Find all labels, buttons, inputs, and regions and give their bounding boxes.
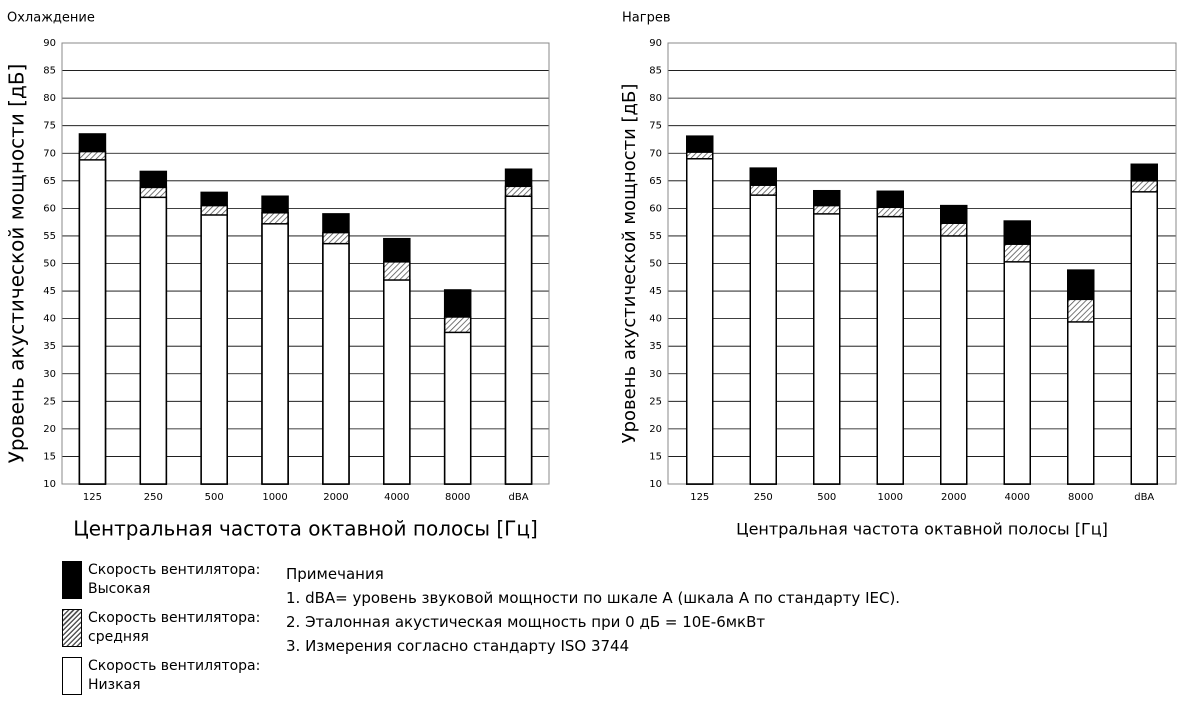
bar <box>813 213 841 485</box>
x-tick-label: 1000 <box>262 492 287 503</box>
note: 3. Измерения согласно стандарту ISO 3744 <box>286 637 630 655</box>
x-tick-label: 500 <box>817 492 836 503</box>
legend-swatch <box>62 657 82 695</box>
y-tick-label: 25 <box>649 396 662 407</box>
bar <box>443 331 472 485</box>
note: 1. dBA= уровень звуковой мощности по шка… <box>286 589 901 607</box>
y-tick-label: 10 <box>649 479 662 490</box>
notes: Примечания 1. dBA= уровень звуковой мощн… <box>286 562 900 658</box>
legend-item: Скорость вентилятора: Высокая <box>62 561 273 599</box>
bar <box>940 235 968 485</box>
x-tick-label: dBA <box>1134 492 1154 503</box>
y-tick-label: 70 <box>43 148 56 159</box>
x-tick-label: 1000 <box>878 492 903 503</box>
y-tick-label: 50 <box>649 259 662 270</box>
legend-item: Скорость вентилятора: Низкая <box>62 657 273 695</box>
y-tick-label: 80 <box>43 93 56 104</box>
x-tick-label: 4000 <box>1005 492 1030 503</box>
y-tick-label: 15 <box>43 451 56 462</box>
bar <box>200 214 228 485</box>
y-tick-label: 40 <box>43 314 56 325</box>
bar <box>876 215 904 485</box>
x-axis-label: Центральная частота октавной полосы [Гц] <box>736 520 1108 539</box>
bar <box>139 196 168 485</box>
chart: Охлаждение 10 15 20 25 30 35 40 45 50 55 60 65 70 75 80… <box>5 11 1177 541</box>
y-tick-label: 90 <box>649 38 662 49</box>
bar <box>261 223 289 485</box>
y-tick-label: 85 <box>43 66 56 77</box>
y-tick-label: 25 <box>43 396 56 407</box>
bar <box>1067 321 1095 485</box>
y-tick-label: 35 <box>649 341 662 352</box>
x-tick-label: 250 <box>754 492 773 503</box>
y-tick-label: 65 <box>43 176 56 187</box>
legend-swatch <box>62 561 82 599</box>
y-tick-label: 45 <box>43 286 56 297</box>
y-tick-label: 80 <box>649 93 662 104</box>
x-tick-label: 2000 <box>941 492 966 503</box>
bar <box>504 195 533 485</box>
y-tick-label: 50 <box>43 259 56 270</box>
legend-label: Скорость вентилятора: Высокая <box>88 562 261 597</box>
x-tick-label: 8000 <box>445 492 470 503</box>
legend-swatch <box>62 609 82 647</box>
chart-title: Охлаждение <box>7 11 95 26</box>
y-tick-label: 40 <box>649 314 662 325</box>
y-tick-label: 65 <box>649 176 662 187</box>
x-tick-label: 250 <box>144 492 163 503</box>
bar <box>1130 191 1158 485</box>
y-tick-label: 10 <box>43 479 56 490</box>
y-tick-label: 75 <box>649 121 662 132</box>
legend-item: Скорость вентилятора: средняя <box>62 609 273 647</box>
y-tick-label: 85 <box>649 66 662 77</box>
y-tick-label: 35 <box>43 341 56 352</box>
x-tick-label: 8000 <box>1068 492 1093 503</box>
x-tick-label: 2000 <box>323 492 348 503</box>
bar <box>383 279 411 485</box>
plot-frame <box>667 42 1177 485</box>
legend-label: Скорость вентилятора: Низкая <box>88 658 261 693</box>
plot-frame <box>61 42 550 485</box>
note: 2. Эталонная акустическая мощность при 0… <box>286 613 766 631</box>
y-tick-label: 15 <box>649 451 662 462</box>
bar <box>1003 261 1031 485</box>
bar <box>322 242 350 485</box>
bar <box>78 159 107 485</box>
y-tick-label: 70 <box>649 148 662 159</box>
x-tick-label: 500 <box>205 492 224 503</box>
y-tick-label: 55 <box>43 231 56 242</box>
chart-title: Нагрев <box>622 11 670 26</box>
y-tick-label: 55 <box>649 231 662 242</box>
y-tick-label: 20 <box>43 424 56 435</box>
y-axis-label: Уровень акустической мощности [дБ] <box>619 84 640 444</box>
x-tick-label: 125 <box>690 492 709 503</box>
x-tick-label: dBA <box>509 492 529 503</box>
y-tick-label: 30 <box>43 369 56 380</box>
y-tick-label: 20 <box>649 424 662 435</box>
y-tick-label: 60 <box>649 203 662 214</box>
y-tick-label: 30 <box>649 369 662 380</box>
y-tick-label: 90 <box>43 38 56 49</box>
x-tick-label: 4000 <box>384 492 409 503</box>
y-tick-label: 75 <box>43 121 56 132</box>
y-axis-label: Уровень акустической мощности [дБ] <box>5 64 29 464</box>
notes-title: Примечания <box>286 565 384 583</box>
x-axis-label: Центральная частота октавной полосы [Гц] <box>73 517 538 541</box>
bar <box>749 194 777 485</box>
x-tick-label: 125 <box>83 492 102 503</box>
bar <box>686 158 714 485</box>
y-tick-label: 60 <box>43 203 56 214</box>
legend-label: Скорость вентилятора: средняя <box>88 610 261 645</box>
y-tick-label: 45 <box>649 286 662 297</box>
